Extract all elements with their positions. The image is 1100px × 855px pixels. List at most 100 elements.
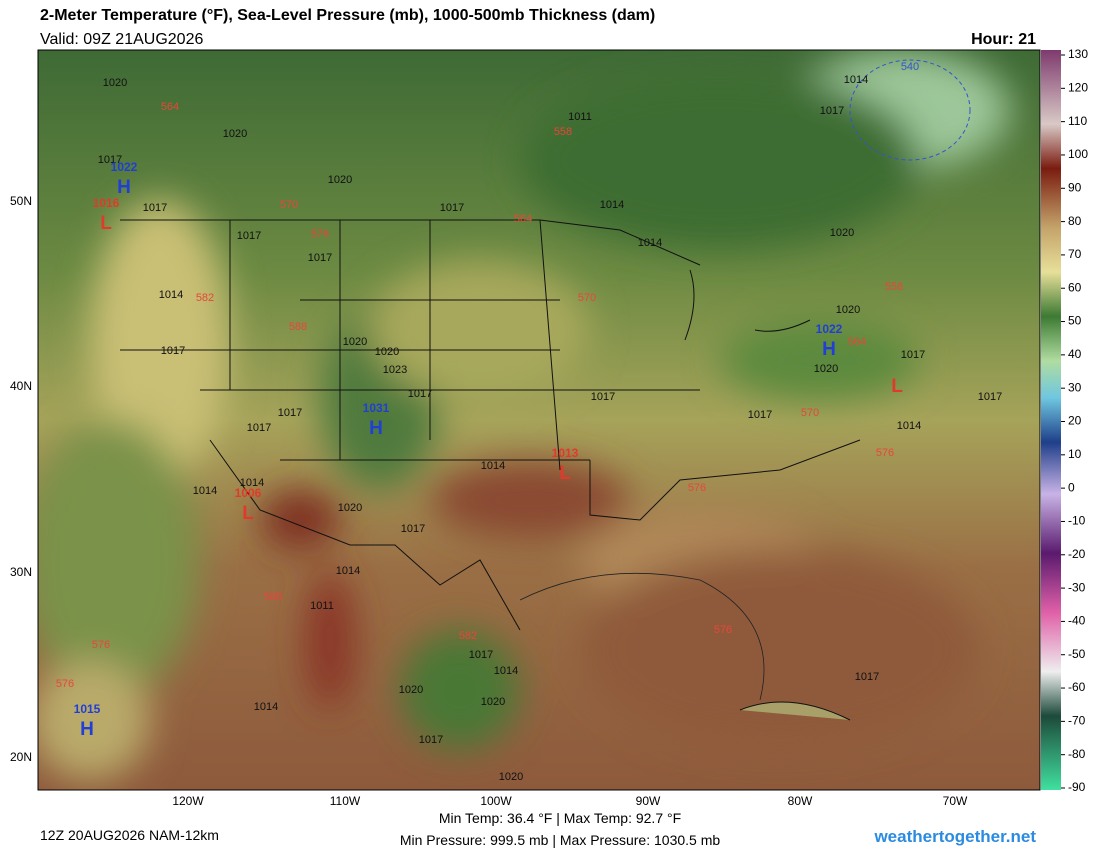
pressure-label: 1014: [240, 477, 264, 489]
forecast-hour: Hour: 21: [971, 31, 1036, 48]
lat-label: 40N: [10, 379, 32, 393]
site-credit: weathertogether.net: [873, 827, 1036, 846]
thickness-label: 588: [289, 321, 307, 333]
pressure-label: 1011: [568, 111, 592, 123]
isobar: [519, 572, 765, 701]
colorbar-tick-label: 110: [1068, 114, 1087, 128]
colorbar-tick-label: 0: [1068, 480, 1075, 494]
colorbar-tick-label: -70: [1068, 714, 1086, 728]
pressure-label: 1014: [336, 565, 360, 577]
colorbar-tick-label: -30: [1068, 580, 1086, 594]
colorbar-tick-label: 10: [1068, 447, 1082, 461]
pressure-label: 1020: [343, 336, 367, 348]
pressure-label: 1017: [401, 523, 425, 535]
thickness-label: 558: [554, 126, 572, 138]
pressure-label: 1017: [308, 252, 332, 264]
thickness-label: 588: [264, 591, 282, 603]
thickness-label: 570: [280, 199, 298, 211]
center-symbol: L: [242, 503, 254, 524]
pressure-label: 1020: [338, 502, 362, 514]
pressure-label: 1014: [600, 199, 624, 211]
thickness-label: 570: [578, 292, 596, 304]
pressure-label: 1017: [237, 230, 261, 242]
center-pressure: 1015: [74, 702, 101, 716]
map: 1020 1020 1017 1017 1020 1017 1011 1014 1017 1017…: [38, 50, 1040, 790]
borders: [120, 219, 861, 631]
thickness-label: 540: [901, 61, 919, 73]
temp-range: Min Temp: 36.4 °F | Max Temp: 92.7 °F: [439, 810, 681, 826]
pressure-label: 1017: [143, 202, 167, 214]
thickness-label: 576: [311, 228, 329, 240]
colorbar-tick-label: 80: [1068, 214, 1082, 228]
lon-label: 90W: [636, 794, 661, 808]
center-pressure: 1031: [363, 401, 390, 415]
colorbar-tick-label: -40: [1068, 614, 1086, 628]
title: 2-Meter Temperature (°F), Sea-Level Pres…: [40, 7, 655, 24]
pressure-label: 1017: [978, 391, 1002, 403]
pressure-label: 1017: [469, 649, 493, 661]
pressure-label: 1020: [814, 363, 838, 375]
center-pressure: 1022: [111, 160, 138, 174]
colorbar-ticks: 1301201101009080706050403020100-10-20-30…: [1061, 47, 1088, 794]
colorbar-tick-label: 90: [1068, 180, 1082, 194]
center-symbol: L: [891, 376, 903, 397]
pressure-label: 1020: [836, 304, 860, 316]
pressure-label: 1020: [481, 696, 505, 708]
center-pressure: 1013: [552, 446, 579, 460]
center-pressure: 1016: [93, 196, 120, 210]
colorbar-tick-label: 50: [1068, 314, 1082, 328]
temperature-field: [38, 50, 1010, 780]
colorbar-tick-label: 130: [1068, 47, 1088, 61]
colorbar-tick-label: 40: [1068, 347, 1082, 361]
pressure-label: 1020: [830, 227, 854, 239]
pressure-label: 1017: [855, 671, 879, 683]
thickness-label: 582: [196, 292, 214, 304]
pressure-label: 1017: [247, 422, 271, 434]
center-symbol: H: [117, 177, 131, 198]
thickness-label: 582: [459, 630, 477, 642]
pressure-label: 1017: [591, 391, 615, 403]
pressure-label: 1014: [254, 701, 278, 713]
pressure-label: 1017: [278, 407, 302, 419]
colorbar-tick-label: -50: [1068, 647, 1086, 661]
center-symbol: H: [369, 418, 383, 439]
lat-label: 50N: [10, 194, 32, 208]
colorbar-tick-label: 60: [1068, 280, 1082, 294]
pressure-range: Min Pressure: 999.5 mb | Max Pressure: 1…: [400, 832, 721, 848]
thickness-label: 576: [56, 678, 74, 690]
center-symbol: L: [100, 213, 112, 234]
pressure-label: 1014: [844, 74, 868, 86]
colorbar-tick-label: 20: [1068, 414, 1082, 428]
colorbar-tick-label: -10: [1068, 514, 1086, 528]
pressure-label: 1017: [440, 202, 464, 214]
pressure-label: 1017: [820, 105, 844, 117]
model-run: 12Z 20AUG2026 NAM-12km: [40, 827, 219, 843]
colorbar: [1041, 50, 1061, 790]
lon-label: 80W: [788, 794, 813, 808]
pressure-label: 1014: [481, 460, 505, 472]
thickness-540-contour: [849, 59, 971, 161]
lon-label: 110W: [330, 794, 361, 808]
pressure-label: 1020: [223, 128, 247, 140]
thickness-label: 558: [885, 281, 903, 293]
lon-label: 100W: [480, 794, 512, 808]
center-symbol: H: [80, 719, 94, 740]
pressure-label: 1020: [103, 77, 127, 89]
pressure-label: 1020: [399, 684, 423, 696]
pressure-label: 1020: [499, 771, 523, 783]
thickness-label: 564: [161, 101, 179, 113]
colorbar-tick-label: -60: [1068, 680, 1086, 694]
center-pressure: 1022: [816, 322, 843, 336]
pressure-label: 1020: [328, 174, 352, 186]
pressure-label: 1014: [193, 485, 217, 497]
lat-label: 20N: [10, 750, 32, 764]
pressure-label: 1017: [161, 345, 185, 357]
thickness-label: 576: [92, 639, 110, 651]
pressure-label: 1011: [310, 600, 334, 612]
pressure-label: 1014: [897, 420, 921, 432]
pressure-label: 1017: [901, 349, 925, 361]
colorbar-tick-label: -90: [1068, 780, 1086, 794]
pressure-label: 1014: [159, 289, 183, 301]
thickness-label: 564: [514, 213, 532, 225]
